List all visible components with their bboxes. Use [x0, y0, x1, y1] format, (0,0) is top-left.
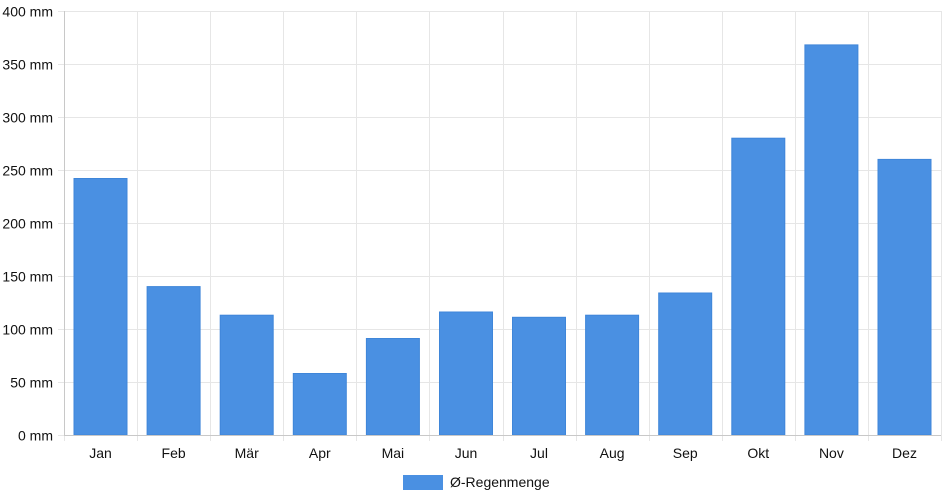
bar[interactable]: [804, 44, 859, 436]
x-tick-label: Jul: [530, 445, 548, 461]
y-tick-label: 0 mm: [18, 428, 53, 444]
bar[interactable]: [146, 286, 201, 436]
bar[interactable]: [658, 292, 713, 436]
bar[interactable]: [219, 314, 274, 436]
bar[interactable]: [512, 316, 566, 436]
y-tick-label: 150 mm: [2, 269, 53, 285]
x-tick-label: Sep: [673, 445, 698, 461]
x-tick-label: Feb: [162, 445, 186, 461]
bar[interactable]: [877, 158, 932, 436]
x-tick-label: Jan: [89, 445, 112, 461]
x-tick-label: Dez: [892, 445, 917, 461]
bars: [73, 44, 932, 436]
y-tick-label: 400 mm: [2, 4, 53, 20]
bar[interactable]: [439, 311, 493, 436]
y-tick-label: 350 mm: [2, 57, 53, 73]
x-tick-label: Aug: [600, 445, 625, 461]
legend-label[interactable]: Ø-Regenmenge: [450, 474, 550, 490]
bar[interactable]: [365, 338, 420, 436]
bar[interactable]: [292, 373, 347, 436]
y-tick-label: 300 mm: [2, 110, 53, 126]
y-tick-label: 200 mm: [2, 216, 53, 232]
x-tick-label: Apr: [309, 445, 331, 461]
y-tick-label: 50 mm: [10, 375, 53, 391]
bar[interactable]: [585, 314, 640, 436]
y-tick-label: 250 mm: [2, 163, 53, 179]
bar[interactable]: [731, 137, 786, 436]
bar[interactable]: [73, 178, 128, 436]
axes: 0 mm 50 mm 100 mm 150 mm 200 mm 250 mm 300 mm 3…: [2, 4, 941, 461]
x-tick-label: Mai: [382, 445, 405, 461]
y-tick-label: 100 mm: [2, 322, 53, 338]
grid-lines: [58, 11, 942, 441]
legend-swatch[interactable]: [403, 475, 443, 490]
x-tick-label: Jun: [455, 445, 478, 461]
x-tick-label: Mär: [235, 445, 259, 461]
legend[interactable]: Ø-Regenmenge: [403, 474, 550, 490]
x-tick-label: Okt: [747, 445, 769, 461]
x-tick-label: Nov: [819, 445, 844, 461]
